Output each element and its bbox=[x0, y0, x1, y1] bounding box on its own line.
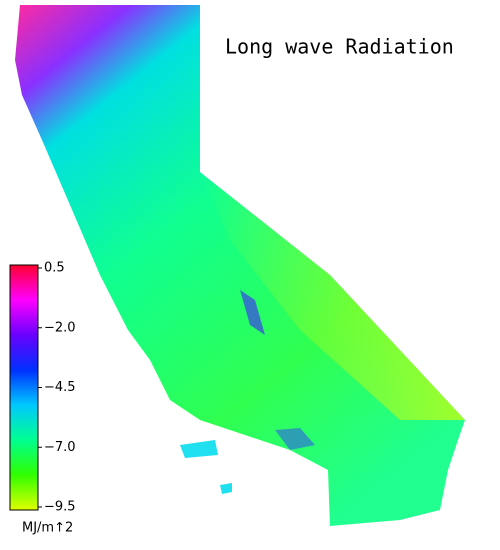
east-desert-tint bbox=[200, 172, 465, 420]
california-shape bbox=[15, 5, 465, 526]
colorbar-tick-label: −4.5 bbox=[44, 380, 76, 395]
colorbar-unit: MJ/m↑2 bbox=[22, 521, 73, 536]
colorbar-tick-label: −9.5 bbox=[44, 500, 76, 515]
mountain-patch bbox=[275, 428, 315, 450]
map-title: Long wave Radiation bbox=[225, 35, 454, 59]
colorbar-tick-label: −7.0 bbox=[44, 440, 76, 455]
mountain-patch bbox=[240, 290, 265, 335]
island bbox=[180, 440, 218, 458]
colorbar: 0.5 −2.0 −4.5 −7.0 −9.5 bbox=[9, 261, 76, 515]
colorbar-tick-label: −2.0 bbox=[44, 320, 76, 335]
island bbox=[220, 483, 232, 494]
colorbar-tick-label: 0.5 bbox=[44, 261, 65, 276]
colorbar-ramp bbox=[9, 264, 39, 511]
